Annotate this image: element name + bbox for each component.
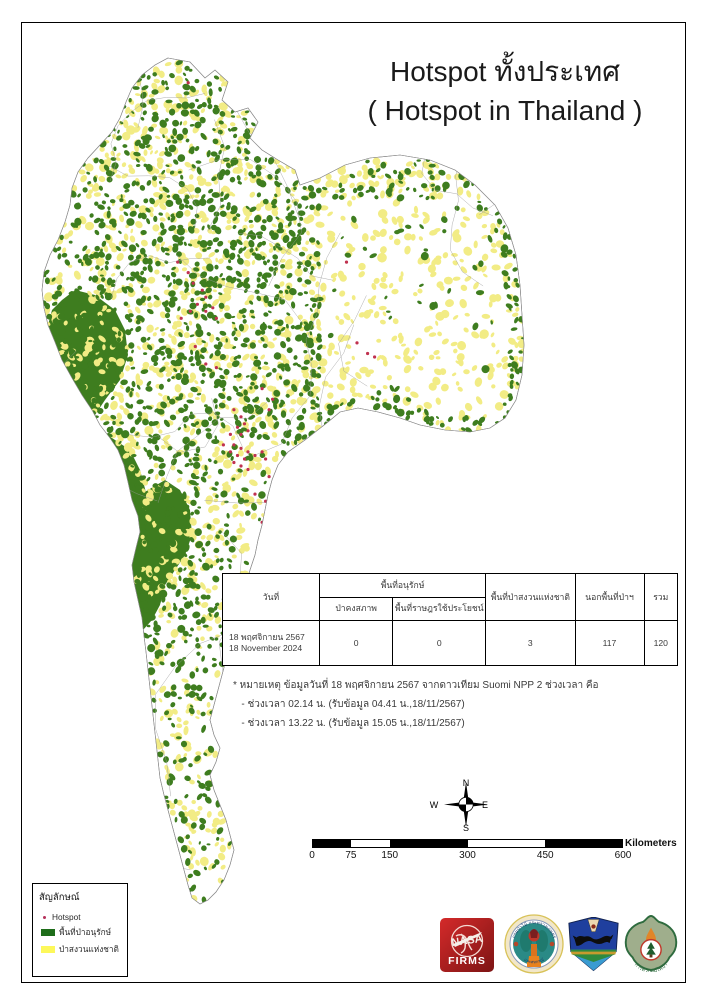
svg-text:FIRMS: FIRMS [448, 955, 486, 967]
